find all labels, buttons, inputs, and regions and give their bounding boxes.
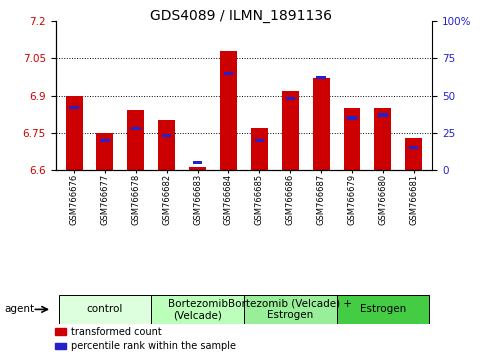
Bar bbox=[313, 78, 329, 170]
Bar bbox=[70, 106, 79, 109]
Text: Bortezomib (Velcade) +
Estrogen: Bortezomib (Velcade) + Estrogen bbox=[228, 298, 352, 320]
Bar bbox=[255, 138, 264, 142]
Bar bbox=[347, 116, 356, 120]
Bar bbox=[282, 91, 298, 170]
Bar bbox=[193, 161, 202, 164]
Bar bbox=[251, 128, 268, 170]
Text: control: control bbox=[87, 304, 123, 314]
Bar bbox=[409, 146, 418, 149]
Bar bbox=[220, 51, 237, 170]
Bar bbox=[151, 295, 244, 324]
Bar bbox=[285, 97, 295, 100]
Bar bbox=[405, 138, 422, 170]
Bar bbox=[128, 110, 144, 170]
Bar bbox=[374, 108, 391, 170]
Bar bbox=[66, 96, 83, 170]
Bar bbox=[158, 120, 175, 170]
Bar bbox=[337, 295, 429, 324]
Bar bbox=[162, 134, 171, 137]
Bar bbox=[316, 76, 326, 79]
Bar bbox=[378, 113, 387, 116]
Bar bbox=[131, 127, 141, 130]
Bar bbox=[58, 295, 151, 324]
Text: Bortezomib
(Velcade): Bortezomib (Velcade) bbox=[168, 298, 227, 320]
Text: GDS4089 / ILMN_1891136: GDS4089 / ILMN_1891136 bbox=[151, 9, 332, 23]
Bar bbox=[97, 133, 114, 170]
Bar bbox=[100, 138, 110, 142]
Bar bbox=[244, 295, 337, 324]
Bar bbox=[224, 72, 233, 75]
Bar bbox=[343, 108, 360, 170]
Bar bbox=[189, 167, 206, 170]
Legend: transformed count, percentile rank within the sample: transformed count, percentile rank withi… bbox=[51, 322, 240, 354]
Text: Estrogen: Estrogen bbox=[360, 304, 406, 314]
Text: agent: agent bbox=[5, 304, 35, 314]
